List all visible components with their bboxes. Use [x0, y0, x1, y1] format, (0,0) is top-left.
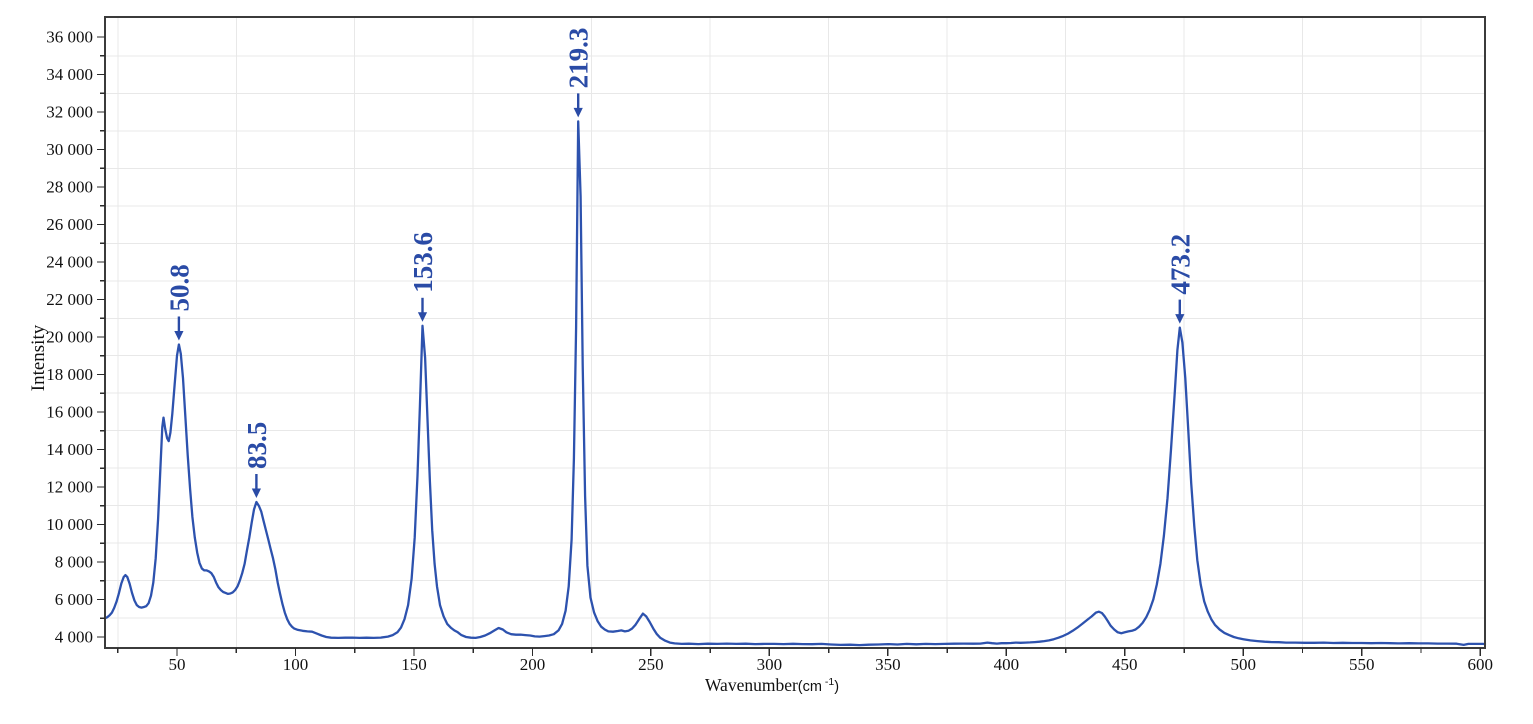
x-tick-label: 50 [169, 655, 186, 674]
peak-annotation-153.6: 153.6 [408, 232, 438, 322]
peak-annotation-50.8: 50.8 [164, 264, 194, 341]
x-tick-label: 300 [757, 655, 783, 674]
y-tick-label: 20 000 [46, 328, 93, 347]
y-axis-title: Intensity [28, 324, 49, 391]
y-axis: 4 000 6 000 8 000 10 000 12 000 14 000 16 000 1… [28, 28, 105, 647]
x-tick-label: 400 [994, 655, 1020, 674]
y-tick-label: 22 000 [46, 290, 93, 309]
peak-annotation-473.2: 473.2 [1165, 234, 1195, 324]
peak-annotation-219.3: 219.3 [564, 28, 594, 118]
spectrum-curve [103, 120, 1487, 647]
x-tick-label: 450 [1112, 655, 1138, 674]
peak-arrow-head [417, 312, 428, 322]
peak-label: 83.5 [242, 422, 272, 469]
plot-frame [104, 16, 1486, 649]
x-tick-label: 200 [520, 655, 546, 674]
y-tick-label: 18 000 [46, 365, 93, 384]
x-tick-label: 600 [1468, 655, 1494, 674]
y-tick-label: 8 000 [55, 553, 93, 572]
y-tick-label: 26 000 [46, 215, 93, 234]
y-tick-label: 30 000 [46, 140, 93, 159]
x-axis-title: Wavenumber(cm -1) [705, 675, 839, 695]
peak-label: 219.3 [564, 28, 594, 89]
x-tick-label: 500 [1231, 655, 1257, 674]
y-tick-label: 16 000 [46, 403, 93, 422]
y-tick-label: 4 000 [55, 628, 93, 647]
peak-label: 473.2 [1165, 234, 1195, 295]
y-tick-label: 24 000 [46, 253, 93, 272]
x-axis: 50 100 150 200 250 300 350 400 450 500 550 600 Waven… [117, 648, 1494, 695]
x-tick-label: 100 [283, 655, 309, 674]
peak-arrow-head [1175, 314, 1185, 324]
peak-annotations: 50.8 83.5 153.6 219.3 473.2 [164, 28, 1195, 498]
y-tick-label: 6 000 [55, 590, 93, 609]
peak-label: 50.8 [164, 264, 194, 311]
peak-arrow-head [573, 107, 583, 118]
y-tick-label: 32 000 [46, 103, 93, 122]
x-tick-label: 350 [875, 655, 901, 674]
y-tick-label: 34 000 [46, 65, 93, 84]
peak-annotation-83.5: 83.5 [242, 422, 272, 498]
gridlines [106, 18, 1484, 647]
x-tick-label: 550 [1349, 655, 1375, 674]
x-tick-label: 150 [401, 655, 427, 674]
peak-arrow-head [251, 488, 261, 498]
y-tick-label: 12 000 [46, 478, 93, 497]
y-tick-label: 10 000 [46, 515, 93, 534]
peak-arrow-head [174, 331, 184, 341]
peak-label: 153.6 [408, 232, 438, 293]
y-tick-label: 14 000 [46, 440, 93, 459]
x-tick-label: 250 [638, 655, 664, 674]
y-tick-label: 28 000 [46, 178, 93, 197]
y-tick-label: 36 000 [46, 28, 93, 47]
